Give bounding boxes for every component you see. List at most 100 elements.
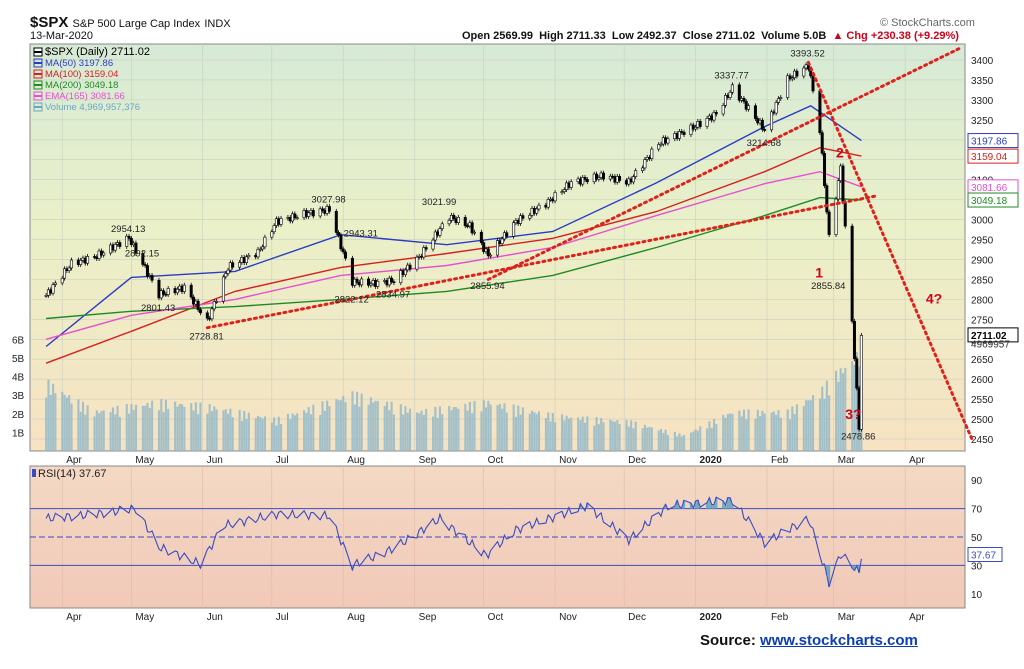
volume-bar: [111, 407, 115, 451]
volume-bar: [167, 409, 170, 451]
price-candle: [270, 231, 274, 238]
volume-tick-label: 5B: [12, 354, 25, 365]
volume-bar: [455, 407, 458, 451]
volume-bar: [81, 401, 85, 451]
price-candle: [479, 231, 483, 243]
price-candle: [125, 235, 129, 247]
volume-bar: [715, 423, 718, 451]
volume-bar: [339, 400, 342, 451]
price-candle: [641, 167, 645, 171]
rsi-x-tick-label: Aug: [347, 612, 365, 623]
volume-bar: [402, 414, 405, 451]
volume-bar: [634, 421, 637, 451]
volume-bar: [93, 416, 96, 451]
volume-bar: [321, 401, 324, 451]
volume-bar: [791, 406, 794, 451]
price-candle: [157, 280, 161, 299]
volume-bar: [549, 421, 552, 451]
price-candle: [452, 214, 456, 219]
volume-bar: [425, 408, 428, 451]
rsi-x-tick-label: 2020: [700, 612, 723, 623]
right-value-label: 4969957: [971, 339, 1010, 350]
volume-bar: [259, 417, 262, 451]
price-candle: [601, 172, 605, 180]
volume-bar: [825, 380, 828, 451]
price-candle: [447, 220, 451, 225]
volume-bar: [418, 413, 421, 451]
volume-bar: [415, 412, 418, 451]
volume-bar: [160, 399, 163, 451]
volume-bar: [125, 404, 128, 451]
price-candle: [698, 121, 702, 127]
chart-title: $SPX S&P 500 Large Cap Index INDX: [30, 14, 231, 31]
volume-bar: [680, 436, 683, 451]
price-candle: [836, 180, 840, 200]
x-tick-label: 2020: [700, 455, 723, 466]
price-candle: [456, 217, 460, 223]
volume-bar: [839, 368, 842, 451]
price-candle: [210, 308, 214, 320]
volume-bar: [303, 410, 306, 451]
price-candle: [224, 273, 228, 278]
wave-annotation: 1: [815, 264, 823, 280]
volume-bar: [464, 403, 467, 451]
volume-bar: [422, 414, 425, 451]
volume-bar: [501, 408, 504, 451]
price-candle: [102, 252, 106, 256]
price-candle: [238, 262, 242, 268]
price-tick-label: 2500: [971, 415, 994, 426]
price-candle: [850, 225, 854, 322]
volume-bar: [689, 432, 693, 451]
price-candle: [495, 240, 499, 256]
volume-bar: [49, 394, 52, 451]
price-candle: [595, 173, 599, 180]
price-tick-label: 2550: [971, 395, 994, 406]
price-candle: [553, 192, 557, 202]
volume-bar: [436, 417, 439, 451]
price-candles: [44, 62, 863, 432]
price-candle: [166, 288, 170, 295]
price-candle: [337, 232, 341, 236]
price-candle: [438, 228, 442, 236]
price-candle: [44, 295, 48, 297]
source-link[interactable]: www.stockcharts.com: [760, 632, 918, 649]
price-candle: [175, 288, 179, 294]
price-tick-label: 3350: [971, 76, 994, 87]
price-candle: [742, 98, 746, 102]
rsi-x-tick-label: Feb: [771, 612, 789, 623]
price-candle: [770, 111, 774, 131]
x-tick-label: Aug: [347, 455, 365, 466]
volume-bar: [128, 413, 131, 451]
price-candle: [408, 264, 412, 270]
price-tick-label: 3300: [971, 96, 994, 107]
price-candle: [790, 77, 794, 80]
price-tick-label: 2650: [971, 355, 994, 366]
price-candle: [825, 185, 829, 213]
volume-bar: [146, 402, 149, 451]
volume-bar: [487, 400, 490, 451]
volume-bar: [708, 421, 711, 451]
price-candle: [618, 176, 622, 181]
price-candle: [659, 143, 663, 146]
price-data-label: 2801.43: [141, 303, 175, 314]
volume-bar: [434, 406, 437, 451]
price-candle: [182, 284, 186, 292]
price-tick-label: 2600: [971, 375, 994, 386]
price-candle: [802, 67, 806, 77]
price-tick-label: 3250: [971, 116, 994, 127]
price-candle: [650, 148, 654, 159]
volume-bar: [662, 432, 665, 451]
price-candle: [247, 255, 251, 258]
price-candle: [859, 335, 863, 430]
volume-bar: [498, 403, 501, 451]
volume-bar: [277, 416, 280, 451]
volume-bar: [367, 404, 370, 451]
volume-bar: [611, 421, 614, 451]
volume-bar: [627, 426, 630, 451]
volume-bar: [777, 410, 780, 451]
x-tick-label: Apr: [66, 455, 82, 466]
price-candle: [79, 260, 83, 265]
volume-bar: [602, 422, 605, 451]
volume-bar: [222, 410, 225, 451]
price-candle: [855, 358, 859, 389]
